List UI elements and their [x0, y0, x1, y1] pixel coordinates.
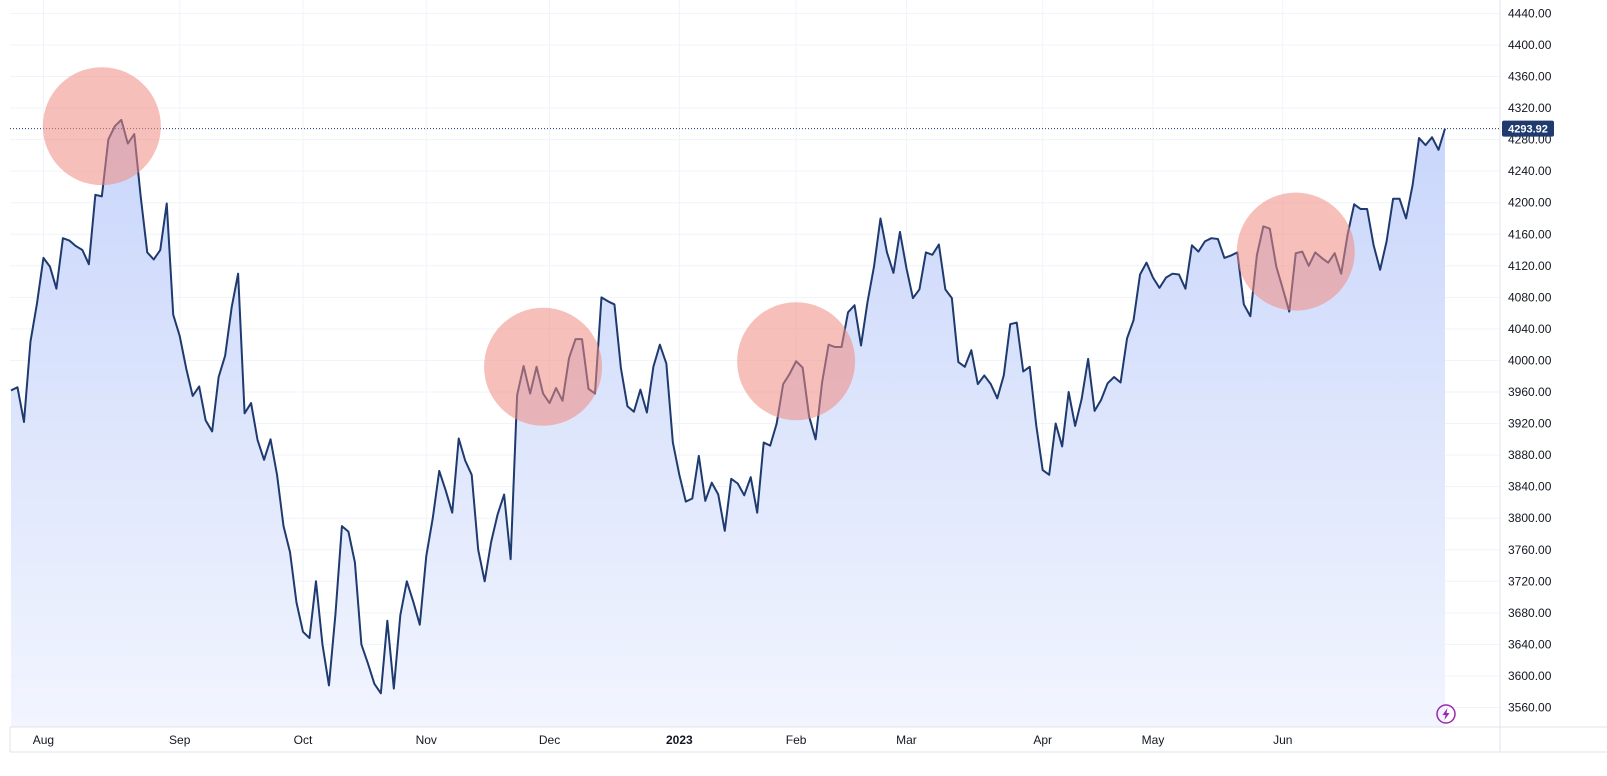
y-tick-label: 3760.00 [1508, 543, 1552, 557]
last-price-badge [1502, 120, 1554, 137]
highlight-layer [42, 67, 1355, 426]
y-tick-label: 4400.00 [1508, 38, 1552, 52]
area-layer [11, 119, 1445, 727]
y-tick-label: 4000.00 [1508, 353, 1552, 367]
lightning-icon[interactable] [1436, 704, 1456, 724]
y-tick-label: 4240.00 [1508, 164, 1552, 178]
y-tick-label: 3680.00 [1508, 606, 1552, 620]
line-layer [10, 118, 1500, 695]
x-tick-label: 2023 [666, 733, 693, 747]
y-tick-label: 4360.00 [1508, 70, 1552, 84]
last-price-label: 4293.92 [1508, 124, 1548, 136]
x-tick-label: Sep [169, 733, 191, 747]
x-tick-label: Dec [539, 733, 560, 747]
peak-highlight-circle [484, 307, 603, 426]
y-tick-label: 4440.00 [1508, 6, 1552, 20]
y-tick-label: 4040.00 [1508, 322, 1552, 336]
axis-layer: 3560.00 3600.00 3640.00 3680.00 3720.00 3760.… [9, 0, 1607, 753]
price-area-fill [11, 119, 1445, 727]
price-line [10, 118, 1446, 695]
x-tick-label: Feb [786, 733, 807, 747]
y-tick-label: 3960.00 [1508, 385, 1552, 399]
x-tick-label: Jun [1273, 733, 1292, 747]
x-tick-label: Oct [294, 733, 313, 747]
y-tick-label: 3600.00 [1508, 669, 1552, 683]
peak-highlight-circle [1236, 192, 1355, 311]
y-tick-label: 3840.00 [1508, 480, 1552, 494]
x-tick-label: Mar [896, 733, 917, 747]
y-tick-label: 3640.00 [1508, 637, 1552, 651]
y-tick-label: 4080.00 [1508, 290, 1552, 304]
y-tick-label: 4320.00 [1508, 101, 1552, 115]
x-tick-label: Apr [1033, 733, 1052, 747]
y-tick-label: 3880.00 [1508, 448, 1552, 462]
peak-highlight-circle [737, 302, 856, 421]
y-tick-label: 3800.00 [1508, 511, 1552, 525]
y-tick-label: 3720.00 [1508, 574, 1552, 588]
peak-highlight-circle [42, 67, 161, 186]
x-tick-label: Nov [416, 733, 437, 747]
x-tick-label: Aug [33, 733, 54, 747]
badge-layer: 4293.92 [1502, 120, 1554, 137]
y-tick-label: 3560.00 [1508, 701, 1552, 715]
y-tick-label: 3920.00 [1508, 417, 1552, 431]
y-tick-label: 4120.00 [1508, 259, 1552, 273]
y-tick-label: 4160.00 [1508, 227, 1552, 241]
x-tick-label: May [1142, 733, 1165, 747]
y-tick-label: 4200.00 [1508, 196, 1552, 210]
